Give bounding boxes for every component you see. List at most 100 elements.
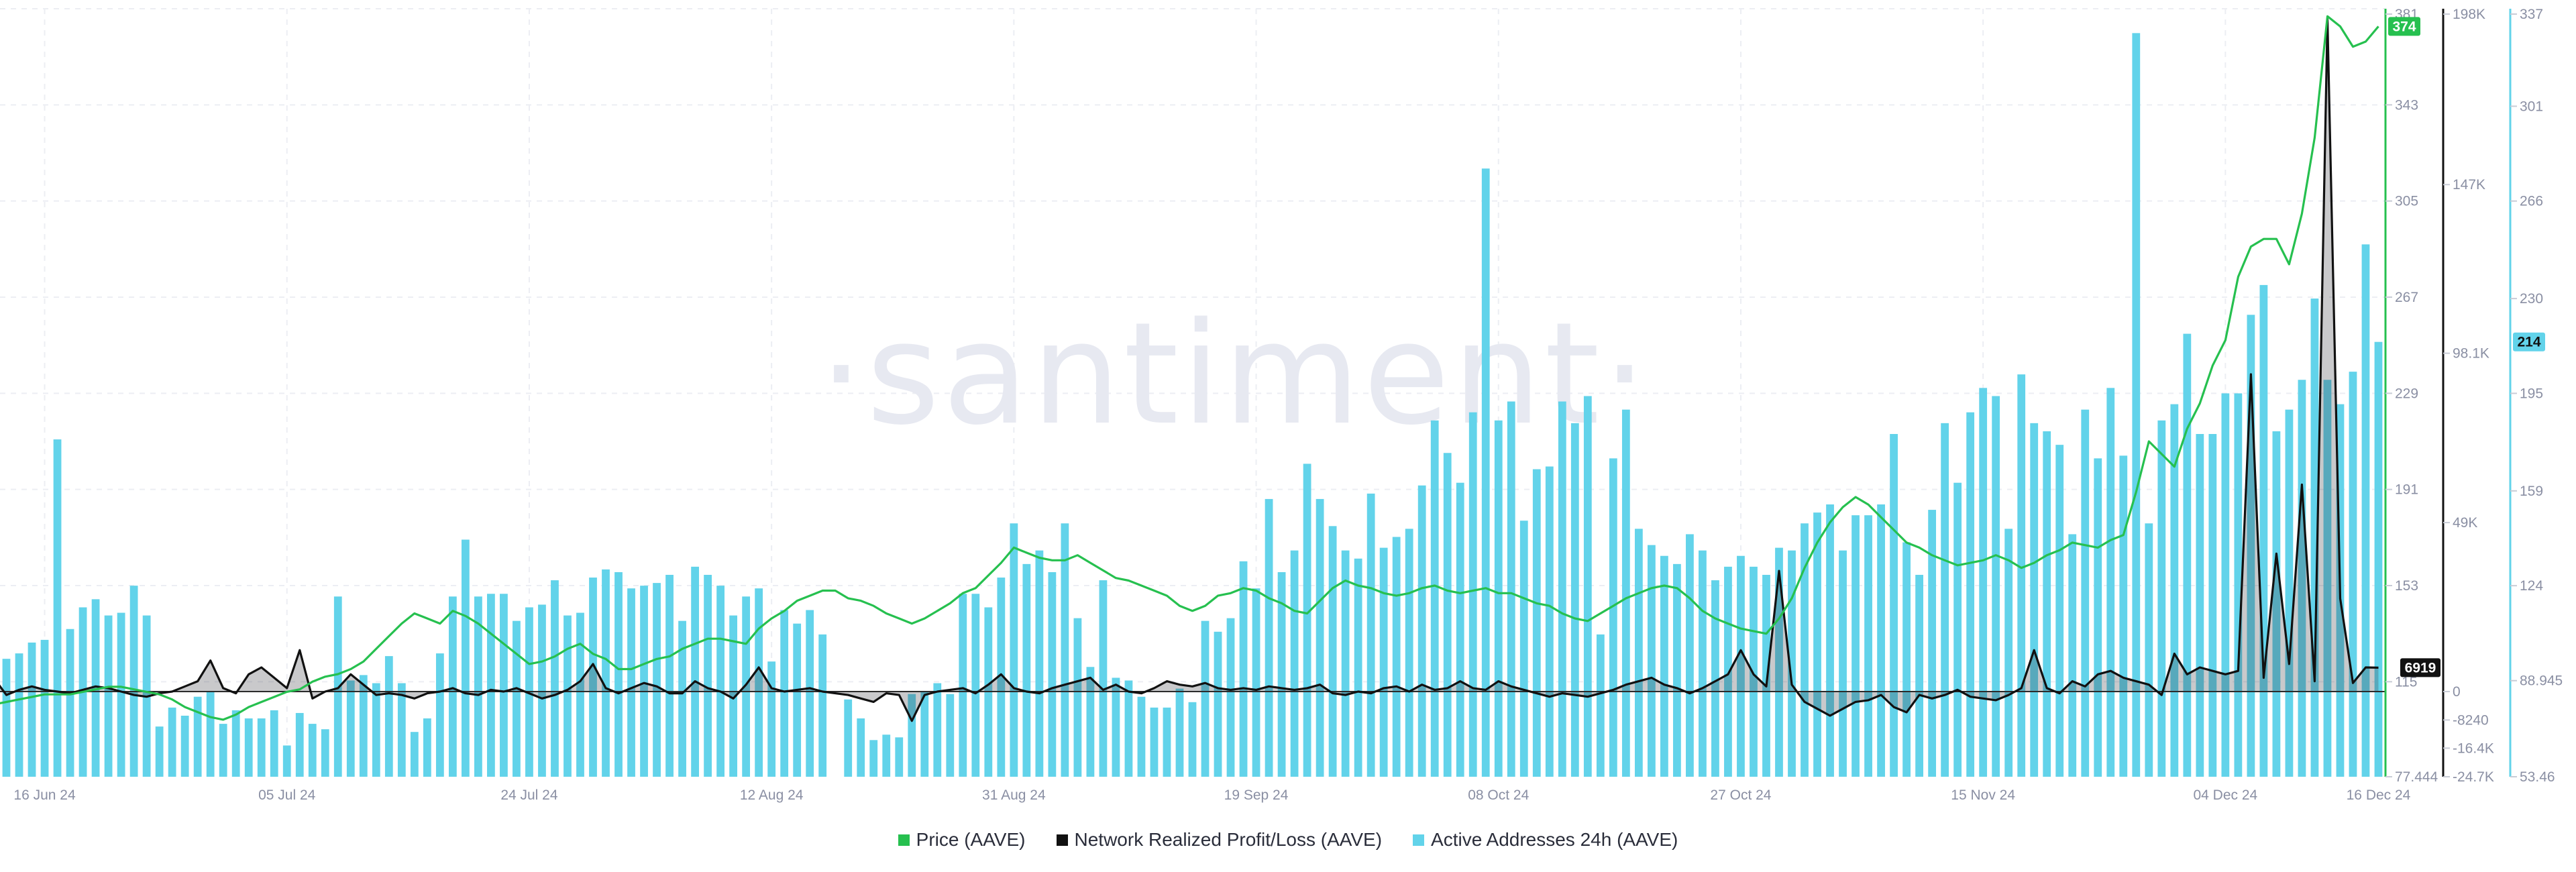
active-addresses-bar [806, 610, 814, 777]
active-addresses-bar [1724, 566, 1732, 777]
price-current-badge-bg [2388, 17, 2420, 36]
active-addresses-bar [614, 571, 623, 777]
active-addresses-bar [2247, 315, 2255, 777]
nrpl-line [0, 17, 2379, 722]
active-addresses-bar [1239, 561, 1248, 777]
active-addresses-bar [640, 586, 648, 777]
active-addresses-bar [755, 588, 763, 777]
nrpl-layer [0, 17, 2385, 722]
x-tick-label: 16 Jun 24 [13, 787, 76, 803]
active-addresses-bar [1443, 453, 1452, 777]
price-axis-tick-label: 343 [2395, 97, 2418, 113]
active-addresses-bar [1277, 571, 1286, 777]
active-addresses-bar [678, 620, 686, 777]
active-addresses-bar [729, 615, 738, 777]
active-addresses-bar [1979, 388, 1988, 777]
x-tick-label: 27 Oct 24 [1710, 787, 1771, 803]
active-addresses-bar [920, 691, 929, 777]
active-addresses-bar [2259, 284, 2268, 777]
x-tick-label: 12 Aug 24 [740, 787, 804, 803]
active-addresses-bar [270, 710, 278, 777]
price-axis-tick-label: 229 [2395, 386, 2418, 401]
price-axis-tick-label: 115 [2395, 674, 2417, 690]
active-addresses-bar [1430, 420, 1439, 777]
active-addresses-bar [346, 680, 355, 777]
active-addresses-bar [780, 610, 789, 777]
active-addresses-bar [1941, 423, 1949, 777]
active-addresses-bar [1201, 620, 1210, 777]
active-addresses-bar [1354, 558, 1362, 777]
active-addresses-bar [1519, 521, 1528, 777]
active-addresses-bar [219, 724, 227, 777]
active-addresses-bar [1596, 634, 1605, 777]
active-addresses-bar [1737, 555, 1745, 777]
active-addresses-bar [2221, 393, 2230, 777]
active-addresses-bar [1890, 434, 1898, 777]
active-addresses-bar [1801, 523, 1809, 777]
active-addresses-bar [1673, 563, 1681, 777]
active-addresses-bar [1303, 464, 1311, 777]
active-addresses-bar [423, 718, 431, 777]
legend-item-nrpl[interactable]: Network Realized Profit/Loss (AAVE) [1056, 829, 1382, 851]
active-addresses-bar [1660, 555, 1668, 777]
active-addresses-bar [1379, 547, 1388, 777]
legend-item-price[interactable]: Price (AAVE) [898, 829, 1026, 851]
active-addresses-bar [653, 583, 661, 777]
active-addresses-bar [1112, 677, 1120, 777]
price-axis-tick-label: 305 [2395, 194, 2418, 209]
active-axis-tick-label: 124 [2520, 578, 2543, 594]
active-addresses-bar [487, 594, 495, 777]
active-addresses-bar [2030, 423, 2039, 777]
nrpl-axis-tick-label: 49K [2453, 515, 2477, 531]
active-addresses-bar [895, 737, 904, 777]
active-addresses-bar [869, 740, 878, 777]
price-current-badge: 374 [2388, 17, 2420, 36]
active-addresses-bar [1366, 493, 1375, 777]
santiment-watermark: ·santiment· [819, 292, 1650, 456]
legend-item-active[interactable]: Active Addresses 24h (AAVE) [1413, 829, 1678, 851]
active-addresses-bar [384, 656, 393, 777]
nrpl-axis-tick-label: 0 [2453, 684, 2461, 700]
active-addresses-bar [704, 574, 712, 777]
active-addresses-bar [716, 586, 724, 777]
active-addresses-bars [2, 33, 2383, 777]
nrpl-current-badge-text: 6919 [2405, 660, 2436, 675]
active-addresses-bar [551, 580, 559, 777]
active-addresses-bar [1992, 396, 2000, 777]
active-addresses-bar [410, 732, 419, 777]
active-addresses-bar [244, 718, 253, 777]
active-addresses-bar [1316, 498, 1324, 777]
active-addresses-bar [1953, 482, 1962, 777]
legend-label-price: Price (AAVE) [916, 829, 1026, 850]
x-tick-label: 31 Aug 24 [982, 787, 1046, 803]
active-addresses-bar [1609, 458, 1617, 777]
active-addresses-bar [2, 659, 11, 777]
active-addresses-bar [1214, 631, 1222, 777]
x-tick-label: 05 Jul 24 [258, 787, 316, 803]
price-axis-tick-label: 153 [2395, 578, 2418, 594]
active-addresses-bar [1417, 485, 1426, 777]
active-addresses-bar [2323, 380, 2332, 777]
active-addresses-bar [1686, 534, 1694, 777]
active-addresses-bar [295, 712, 304, 777]
active-addresses-bar [691, 566, 699, 777]
active-addresses-bar [359, 675, 368, 777]
price-layer [0, 15, 2379, 721]
legend: Price (AAVE) Network Realized Profit/Los… [0, 824, 2576, 856]
active-addresses-bar [946, 694, 955, 777]
active-addresses-bar [193, 696, 202, 777]
active-addresses-bar [257, 718, 266, 777]
active-axis-tick-label: 301 [2520, 99, 2543, 114]
active-addresses-bar [538, 604, 546, 777]
active-addresses-bar [448, 596, 457, 777]
active-addresses-bar [1456, 482, 1464, 777]
active-addresses-bar [1048, 571, 1057, 777]
price-axis-tick-label: 191 [2395, 482, 2418, 498]
active-addresses-bar [1699, 550, 1707, 777]
x-axis-ticks: 16 Jun 24 05 Jul 24 24 Jul 24 12 Aug 24 31 A… [13, 787, 2410, 803]
active-addresses-bar [1826, 504, 1834, 777]
active-addresses-bar [1099, 580, 1108, 777]
x-tick-label: 04 Dec 24 [2193, 787, 2257, 803]
active-addresses-bar [2234, 393, 2243, 777]
active-addresses-bar [564, 615, 572, 777]
